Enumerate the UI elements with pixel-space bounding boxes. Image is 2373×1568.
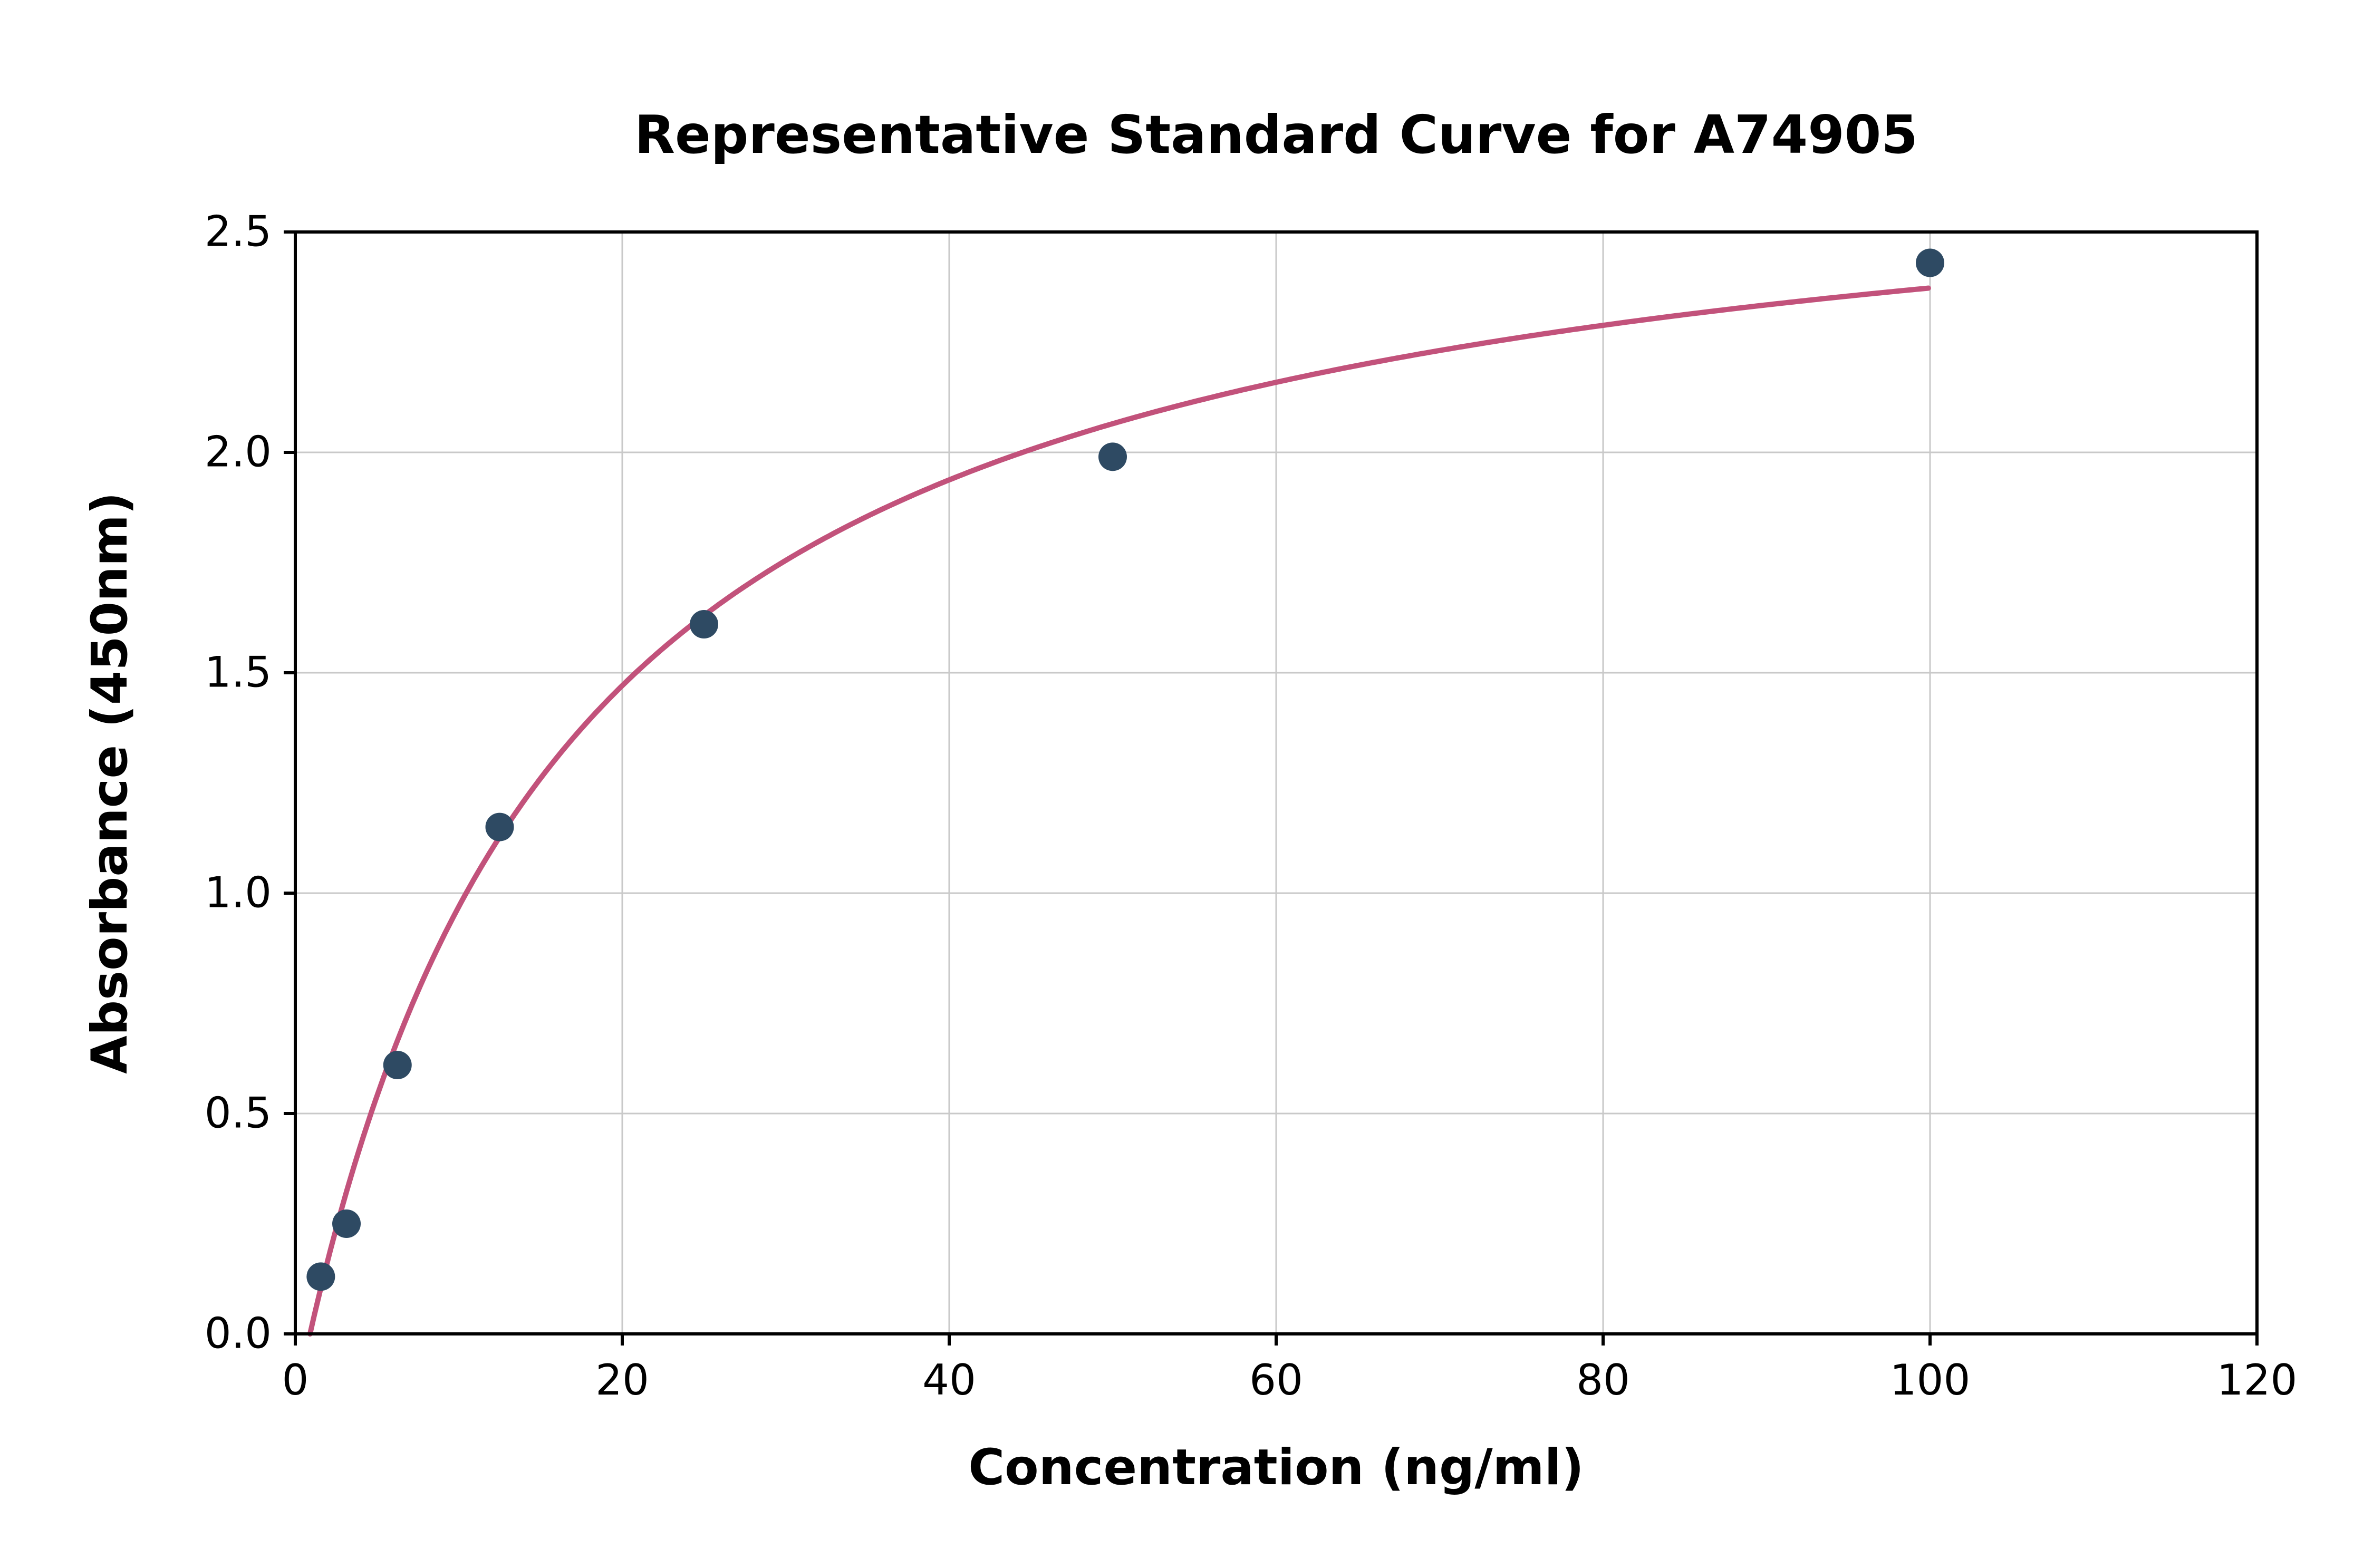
y-axis-label: Absorbance (450nm) (81, 492, 139, 1074)
data-point (690, 610, 718, 639)
y-tick-label: 2.0 (205, 427, 272, 476)
data-point (485, 812, 514, 841)
data-point (306, 1262, 335, 1291)
y-tick-label: 0.0 (205, 1309, 272, 1358)
x-tick-label: 0 (282, 1356, 309, 1405)
plot-area: 0 20 40 60 80 100 120 0.0 0.5 1.0 1.5 2.0 2.5 (205, 207, 2298, 1405)
y-tick-label: 2.5 (205, 207, 272, 256)
x-axis-label: Concentration (ng/ml) (968, 1439, 1584, 1496)
x-tick-label: 100 (1890, 1356, 1971, 1405)
y-tick-label: 1.0 (205, 868, 272, 917)
x-tick-label: 80 (1576, 1356, 1630, 1405)
y-tick-label: 1.5 (205, 647, 272, 696)
fit-curve (307, 285, 1931, 1337)
x-tick-label: 120 (2217, 1356, 2298, 1405)
data-point (332, 1209, 361, 1238)
data-point (1916, 248, 1944, 277)
data-point (1098, 442, 1127, 471)
x-tick-label: 20 (595, 1356, 649, 1405)
chart-title: Representative Standard Curve for A74905 (634, 104, 1918, 166)
data-point (383, 1051, 412, 1080)
x-tick-label: 40 (922, 1356, 976, 1405)
y-tick-label: 0.5 (205, 1088, 272, 1137)
x-tick-label: 60 (1249, 1356, 1303, 1405)
